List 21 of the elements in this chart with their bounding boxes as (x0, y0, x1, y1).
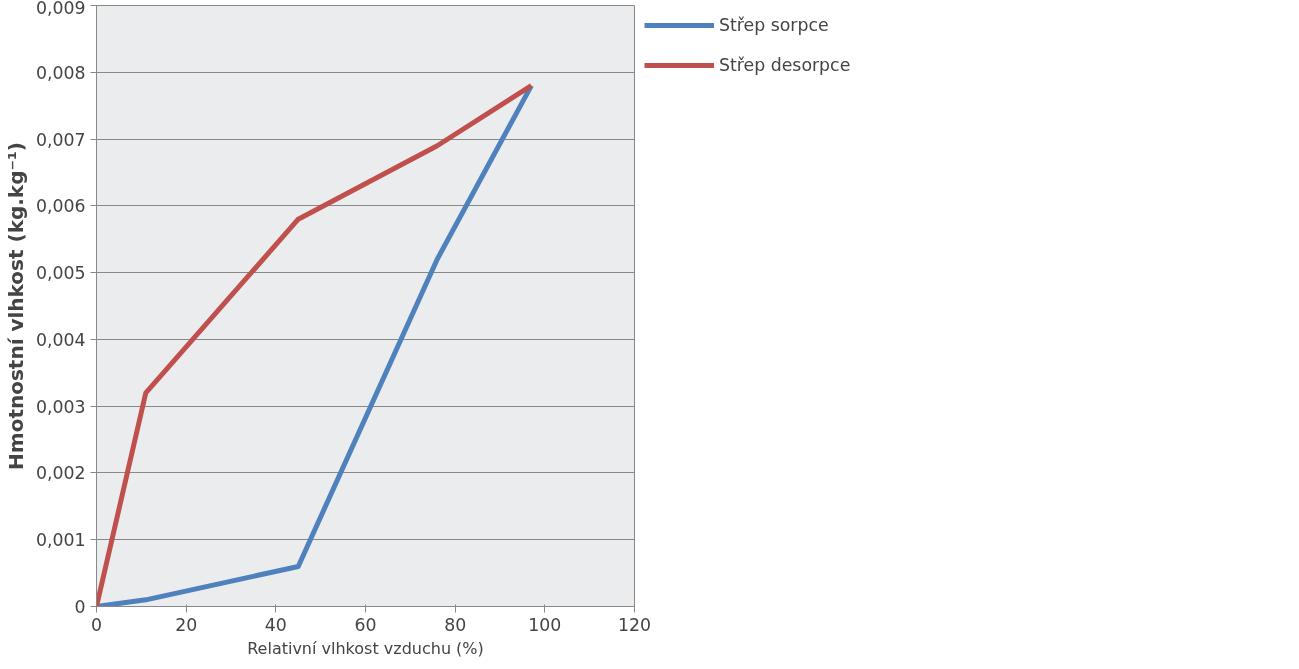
y-tick-label: 0,001 (35, 530, 86, 551)
x-tick-label: 60 (354, 614, 377, 635)
x-tick-label: 80 (444, 614, 467, 635)
y-tick-label: 0,007 (35, 129, 86, 150)
y-tick-label: 0,003 (35, 396, 86, 417)
x-axis-title: Relativní vlhkost vzduchu (%) (247, 638, 484, 658)
y-axis-title: Hmotnostní vlhkost (kg.kg⁻¹) (3, 142, 28, 470)
legend-label: Střep sorpce (719, 15, 829, 35)
y-tick-label: 0,005 (35, 263, 86, 284)
x-tick-label: 20 (175, 614, 198, 635)
y-tick-label: 0,004 (35, 329, 86, 350)
x-tick-label: 120 (617, 614, 652, 635)
y-tick-label: 0,009 (35, 0, 86, 18)
y-tick-label: 0 (74, 597, 86, 617)
y-tick-label: 0,002 (35, 463, 86, 484)
legend-label: Střep desorpce (719, 55, 851, 75)
x-tick-label: 40 (264, 614, 287, 635)
y-tick-label: 0,006 (35, 196, 86, 217)
y-tick-label: 0,008 (35, 62, 86, 83)
x-tick-label: 100 (528, 614, 562, 635)
x-tick-label: 0 (90, 614, 103, 635)
